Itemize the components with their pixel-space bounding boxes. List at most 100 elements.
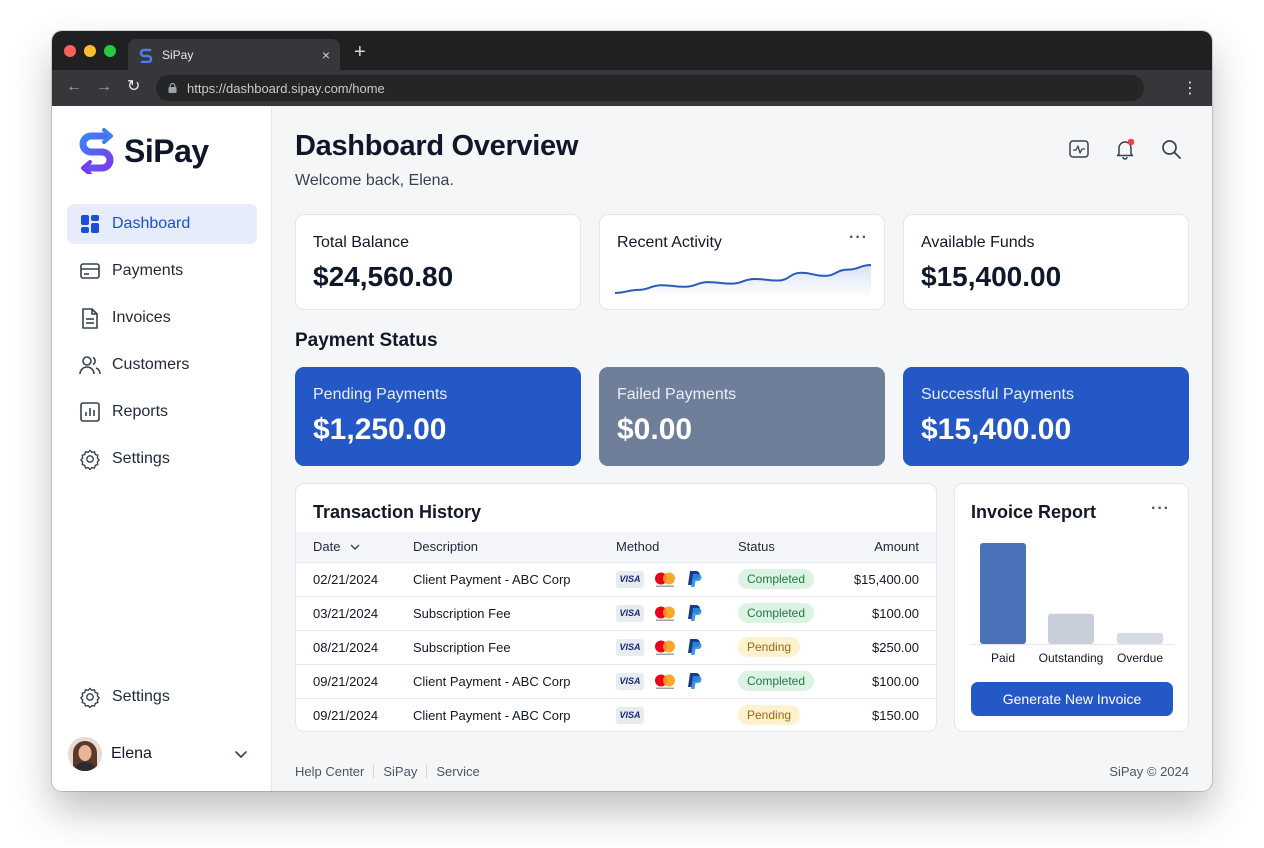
bar-label: Overdue bbox=[1116, 651, 1164, 665]
sidebar-item-settings-bottom[interactable]: Settings bbox=[67, 677, 257, 717]
sidebar-item-reports[interactable]: Reports bbox=[67, 392, 257, 432]
column-header-label: Date bbox=[313, 539, 341, 555]
recent-activity-card: Recent Activity ··· bbox=[599, 214, 885, 310]
new-tab-button[interactable]: + bbox=[354, 41, 366, 63]
pending-payments-card[interactable]: Pending Payments $1,250.00 bbox=[295, 367, 581, 466]
cell-method: VISA bbox=[616, 663, 738, 698]
app: SiPay Dashboard Payments bbox=[52, 106, 1212, 791]
back-arrow-icon[interactable]: ← bbox=[66, 78, 82, 95]
bottom-settings: Settings bbox=[67, 677, 257, 724]
card-icon bbox=[79, 260, 101, 282]
bar-paid[interactable] bbox=[980, 543, 1026, 644]
cell-status: Pending bbox=[738, 629, 836, 664]
successful-payments-card[interactable]: Successful Payments $15,400.00 bbox=[903, 367, 1189, 466]
table-row[interactable]: 02/21/2024 Client Payment - ABC Corp VISA C… bbox=[296, 561, 936, 596]
cell-description: Client Payment - ABC Corp bbox=[413, 697, 616, 731]
more-icon[interactable]: ··· bbox=[849, 229, 868, 246]
available-funds-card: Available Funds $15,400.00 bbox=[903, 214, 1189, 310]
table-row[interactable]: 09/21/2024 Client Payment - ABC Corp VISA P… bbox=[296, 697, 936, 731]
activity-monitor-icon[interactable] bbox=[1068, 138, 1090, 160]
browser-menu-icon[interactable]: ⋮ bbox=[1182, 80, 1198, 97]
sidebar-item-settings[interactable]: Settings bbox=[67, 439, 257, 479]
table-header-row: Date Description Method Status Amount bbox=[296, 532, 936, 562]
sidebar-item-customers[interactable]: Customers bbox=[67, 345, 257, 385]
footer-link-service[interactable]: Service bbox=[436, 764, 480, 779]
bar-label: Outstanding bbox=[1038, 651, 1104, 665]
cell-method: VISA bbox=[616, 697, 738, 731]
sidebar-item-label: Invoices bbox=[112, 309, 171, 326]
payment-methods: VISA bbox=[616, 638, 702, 656]
available-funds-label: Available Funds bbox=[921, 234, 1035, 251]
cell-date: 09/21/2024 bbox=[296, 663, 413, 698]
tab-close-icon[interactable]: × bbox=[321, 46, 330, 63]
footer-link-help-center[interactable]: Help Center bbox=[295, 764, 365, 779]
sidebar-item-label: Dashboard bbox=[112, 215, 191, 232]
sidebar-item-label: Settings bbox=[112, 688, 170, 705]
welcome-message: Welcome back, Elena. bbox=[295, 172, 454, 189]
invoice-report-card: Invoice Report ··· Paid Outstanding Overdu… bbox=[954, 483, 1189, 732]
document-icon bbox=[79, 307, 101, 329]
table-row[interactable]: 08/21/2024 Subscription Fee VISA Pending $25… bbox=[296, 629, 936, 664]
generate-invoice-button[interactable]: Generate New Invoice bbox=[971, 682, 1173, 716]
status-badge: Completed bbox=[738, 671, 815, 691]
sidebar-item-payments[interactable]: Payments bbox=[67, 251, 257, 291]
status-badge: Pending bbox=[738, 637, 801, 657]
recent-activity-label: Recent Activity bbox=[617, 234, 722, 251]
successful-payments-value: $15,400.00 bbox=[921, 413, 1072, 446]
payment-methods: VISA bbox=[616, 570, 702, 588]
paypal-icon bbox=[688, 639, 702, 655]
visa-icon: VISA bbox=[616, 604, 644, 622]
footer-link-sipay[interactable]: SiPay bbox=[383, 764, 418, 779]
sidebar-item-label: Settings bbox=[112, 450, 170, 467]
more-icon[interactable]: ··· bbox=[1151, 500, 1170, 517]
maximize-window-button[interactable] bbox=[104, 45, 116, 57]
invoice-report-title: Invoice Report bbox=[971, 502, 1097, 522]
sidebar-item-invoices[interactable]: Invoices bbox=[67, 298, 257, 338]
cell-description: Subscription Fee bbox=[413, 595, 616, 630]
sidebar-nav: Dashboard Payments Invoices bbox=[67, 204, 257, 486]
table-row[interactable]: 03/21/2024 Subscription Fee VISA Completed $… bbox=[296, 595, 936, 630]
bar-overdue[interactable] bbox=[1117, 632, 1163, 644]
cell-amount: $15,400.00 bbox=[836, 561, 936, 596]
bell-icon[interactable] bbox=[1114, 138, 1136, 160]
failed-payments-value: $0.00 bbox=[617, 413, 693, 446]
sipay-favicon-icon bbox=[139, 48, 153, 63]
search-icon[interactable] bbox=[1160, 138, 1182, 160]
payment-methods: VISA bbox=[616, 604, 702, 622]
browser-tab[interactable]: SiPay × bbox=[128, 39, 340, 70]
failed-payments-card[interactable]: Failed Payments $0.00 bbox=[599, 367, 885, 466]
table-row[interactable]: 09/21/2024 Client Payment - ABC Corp VISA C… bbox=[296, 663, 936, 698]
address-bar[interactable]: https://dashboard.sipay.com/home bbox=[156, 75, 1144, 101]
cell-description: Client Payment - ABC Corp bbox=[413, 561, 616, 596]
cell-method: VISA bbox=[616, 595, 738, 630]
column-header-amount: Amount bbox=[874, 539, 919, 555]
reload-icon[interactable]: ↻ bbox=[127, 78, 141, 95]
users-icon bbox=[79, 354, 101, 376]
transaction-history-card: Transaction History Date Description Met… bbox=[295, 483, 937, 732]
chevron-down-icon[interactable] bbox=[234, 747, 248, 761]
column-header-method: Method bbox=[616, 539, 660, 555]
footer-copyright: SiPay © 2024 bbox=[1109, 764, 1189, 779]
column-header-status: Status bbox=[738, 539, 775, 555]
mastercard-icon bbox=[655, 572, 675, 587]
minimize-window-button[interactable] bbox=[84, 45, 96, 57]
failed-payments-label: Failed Payments bbox=[617, 386, 737, 403]
payment-methods: VISA bbox=[616, 706, 644, 724]
paypal-icon bbox=[688, 571, 702, 587]
status-badge: Pending bbox=[738, 705, 801, 726]
cell-description: Subscription Fee bbox=[413, 629, 616, 664]
mastercard-icon bbox=[655, 674, 675, 689]
bar-outstanding[interactable] bbox=[1048, 613, 1094, 644]
footer-divider bbox=[373, 765, 375, 778]
browser-window: SiPay × + ← → ↻ https://dashboard.sipay.… bbox=[52, 31, 1212, 791]
brand-logo[interactable]: SiPay bbox=[78, 128, 209, 174]
sipay-logo-icon bbox=[79, 128, 114, 174]
lock-icon bbox=[168, 83, 177, 93]
column-header-date[interactable]: Date bbox=[296, 532, 413, 562]
grid-icon bbox=[79, 213, 101, 235]
close-window-button[interactable] bbox=[64, 45, 76, 57]
forward-arrow-icon[interactable]: → bbox=[96, 78, 112, 95]
user-menu[interactable]: Elena bbox=[68, 734, 248, 774]
status-badge: Completed bbox=[738, 603, 815, 623]
sidebar-item-dashboard[interactable]: Dashboard bbox=[67, 204, 257, 244]
